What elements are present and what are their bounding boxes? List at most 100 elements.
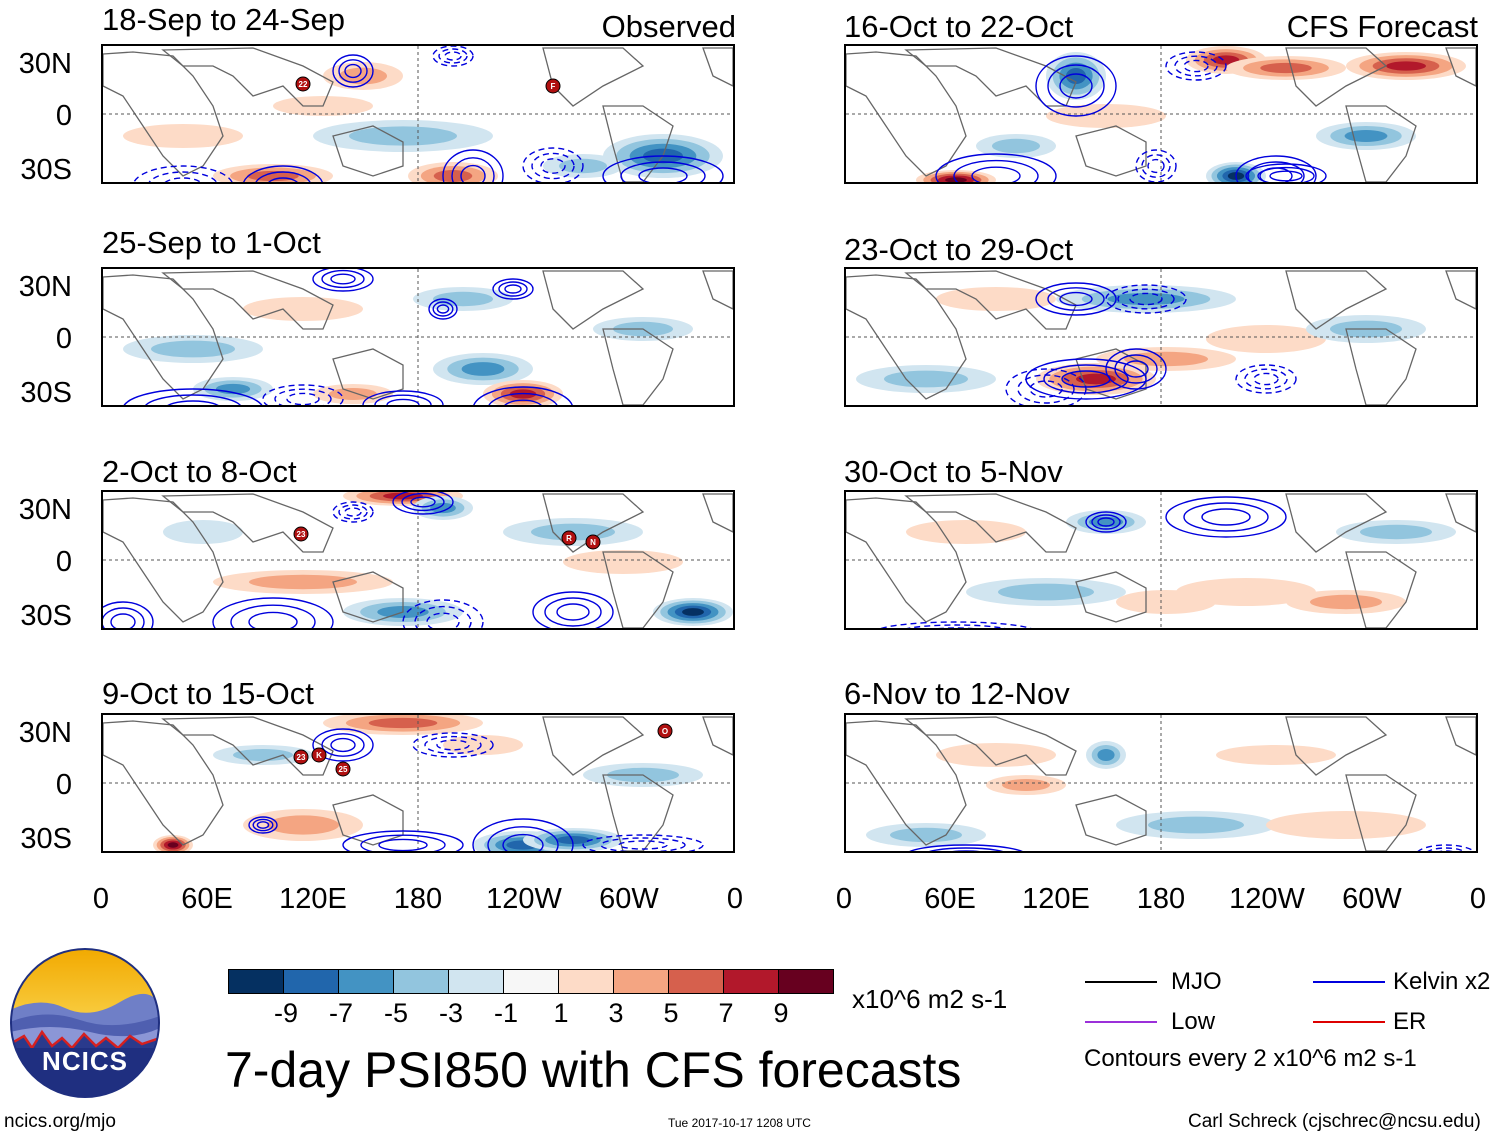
coastline [846, 274, 967, 400]
kelvin-contour [1097, 517, 1115, 527]
kelvin-contour [344, 507, 362, 517]
kelvin-contour [321, 733, 365, 757]
kelvin-contour [1235, 364, 1297, 394]
kelvin-contour [252, 818, 274, 832]
coastline [542, 270, 645, 330]
anomaly-field [1206, 325, 1326, 353]
kelvin-contour [248, 611, 298, 628]
ncics-logo[interactable] [10, 948, 160, 1098]
anomaly-field [945, 177, 967, 182]
kelvin-contour [438, 48, 468, 64]
coastline [702, 716, 733, 756]
kelvin-contour [1091, 514, 1121, 530]
storm-marker: N [585, 534, 601, 550]
storm-label: F [551, 82, 556, 91]
storm-marker: K [311, 747, 327, 763]
colorbar-swatch [228, 969, 284, 994]
kelvin-contour [1105, 284, 1187, 314]
coastline [1345, 328, 1417, 405]
anomaly-field [1360, 524, 1432, 540]
anomaly-field [936, 287, 1056, 311]
anomaly-field [349, 126, 457, 146]
kelvin-contour [928, 847, 1004, 851]
kelvin-contour [531, 152, 575, 180]
kelvin-contour [432, 46, 474, 67]
website-link[interactable]: ncics.org/mjo [4, 1111, 116, 1132]
kelvin-contour [338, 59, 368, 83]
storm-marker: O [657, 723, 673, 739]
kelvin-contour [487, 826, 559, 851]
coastline [1345, 105, 1417, 182]
kelvin-contour [1253, 372, 1279, 386]
anomaly-field [443, 735, 523, 755]
coastline [103, 720, 224, 846]
kelvin-contour [342, 830, 464, 851]
lon-label: 180 [393, 883, 443, 915]
anomaly-field [906, 520, 1026, 544]
map-panel-5 [844, 44, 1478, 184]
coastline [702, 493, 733, 533]
figure-title: 7-day PSI850 with CFS forecasts [225, 1042, 962, 1098]
coastline [904, 716, 1077, 776]
coastline [1445, 493, 1476, 533]
kelvin-contour [556, 603, 590, 621]
forecast-label: CFS Forecast [1286, 9, 1478, 44]
storm-label: 25 [339, 765, 348, 774]
author-credit: Carl Schreck (cjschrec@ncsu.edu) [1188, 1111, 1481, 1132]
kelvin-contour [1123, 360, 1149, 378]
kelvin-contour [522, 147, 584, 182]
kelvin-contour [638, 167, 688, 182]
coastline [904, 47, 1077, 107]
anomaly-field [233, 749, 293, 761]
anomaly-field [936, 743, 1056, 767]
anomaly-field [267, 815, 339, 835]
kelvin-contour [906, 624, 1006, 628]
kelvin-contour [414, 605, 472, 628]
colorbar-label: 3 [608, 998, 624, 1028]
coastline [542, 493, 645, 553]
kelvin-contour [953, 159, 1039, 182]
kelvin-contour [330, 737, 356, 753]
kelvin-contour [436, 739, 470, 751]
storm-marker: 23 [293, 526, 309, 542]
kelvin-contour [498, 281, 528, 297]
kelvin-contour [1029, 380, 1063, 398]
kelvin-contour [410, 496, 436, 508]
map-panel-7 [844, 490, 1478, 630]
anomaly-field [682, 608, 704, 616]
storm-marker: 25 [335, 761, 351, 777]
units-label: x10^6 m2 s-1 [852, 984, 1008, 1014]
kelvin-contour [230, 604, 316, 628]
coastline [702, 47, 733, 87]
kelvin-contour [344, 63, 362, 79]
kelvin-contour [392, 492, 454, 515]
colorbar-swatch [503, 969, 559, 994]
colorbar-label: 5 [663, 998, 679, 1028]
kelvin-contour [274, 388, 332, 405]
kelvin-contour [212, 597, 334, 628]
kelvin-contour [502, 833, 544, 851]
kelvin-contour [880, 621, 1032, 628]
coastline [332, 348, 404, 400]
kelvin-contour [312, 269, 374, 292]
lon-label: 180 [1136, 883, 1186, 915]
legend-kelvin: Kelvin x2 [1393, 968, 1491, 995]
kelvin-contour [145, 394, 241, 405]
colorbar-swatch [613, 969, 669, 994]
panel-title-3: 2-Oct to 8-Oct [102, 454, 297, 489]
coastline [161, 270, 334, 330]
kelvin-contour [426, 612, 460, 628]
coastline [1075, 794, 1147, 846]
anomaly-field [1260, 62, 1312, 74]
kelvin-contour [436, 304, 450, 314]
anomaly-field [1310, 594, 1382, 610]
anomaly-field [339, 67, 387, 85]
logo-text: NCICS [42, 1046, 128, 1076]
map-panel-8 [844, 713, 1478, 853]
coastline [904, 493, 1077, 553]
kelvin-contour [1183, 502, 1269, 532]
lon-label: 60E [924, 883, 976, 915]
kelvin-contour [268, 177, 298, 182]
kelvin-contour [1114, 354, 1158, 384]
map-panel-1: 22 F [101, 44, 735, 184]
